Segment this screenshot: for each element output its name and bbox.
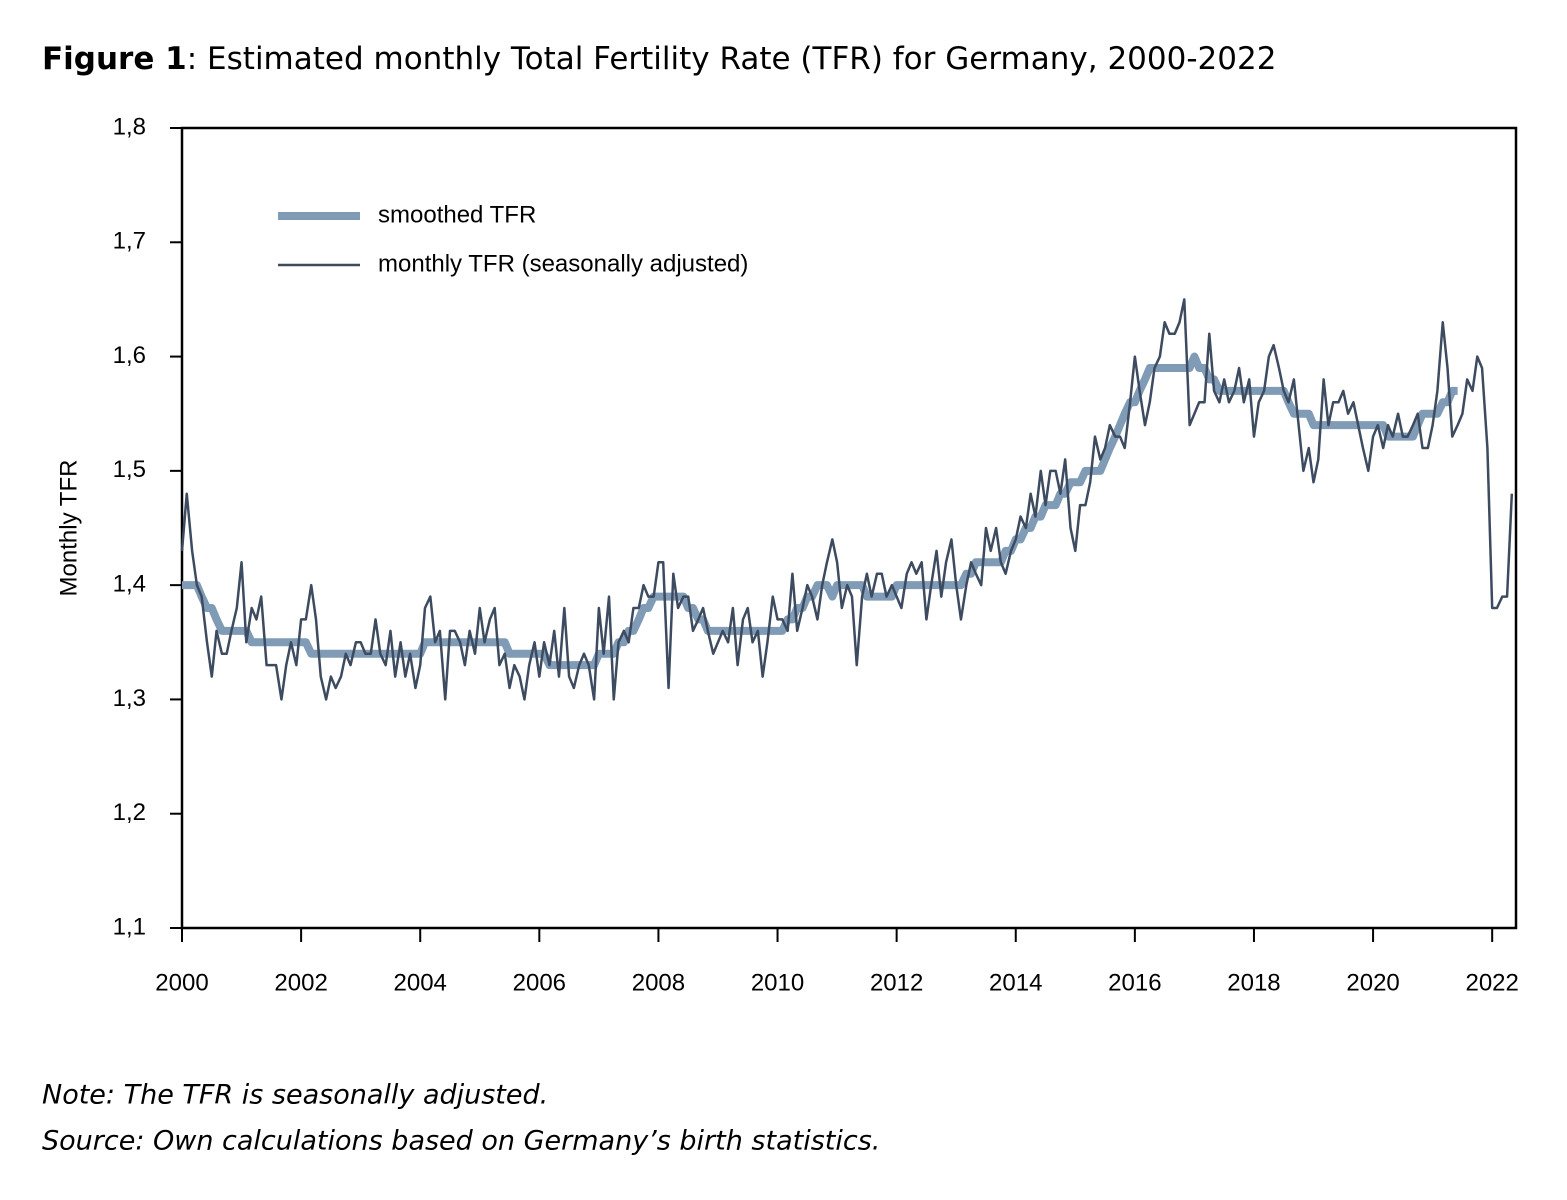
- legend-label: monthly TFR (seasonally adjusted): [378, 250, 748, 277]
- figure-label: Figure 1: [42, 41, 187, 77]
- x-tick-label: 2014: [989, 969, 1042, 996]
- y-tick-label: 1,4: [113, 570, 146, 597]
- series-line: [182, 352, 1458, 670]
- x-tick-label: 2016: [1108, 969, 1161, 996]
- x-tick-label: 2006: [513, 969, 566, 996]
- source: Source: Own calculations based on German…: [42, 1126, 880, 1157]
- y-tick-label: 1,7: [113, 228, 146, 255]
- x-tick-label: 2020: [1346, 969, 1399, 996]
- x-tick-label: 2000: [155, 969, 208, 996]
- plot-frame: [180, 126, 1518, 930]
- x-tick-label: 2022: [1465, 969, 1518, 996]
- chart-title: : Estimated monthly Total Fertility Rate…: [187, 41, 1277, 77]
- chart-title-line: Figure 1: Estimated monthly Total Fertil…: [42, 41, 1276, 77]
- note: Note: The TFR is seasonally adjusted.: [42, 1080, 548, 1111]
- y-tick-label: 1,6: [113, 342, 146, 369]
- x-tick-label: 2008: [632, 969, 685, 996]
- series-line: [180, 298, 1514, 701]
- x-tick-label: 2018: [1227, 969, 1280, 996]
- x-tick-label: 2012: [870, 969, 923, 996]
- x-tick-label: 2004: [394, 969, 447, 996]
- y-tick-label: 1,1: [113, 913, 146, 940]
- x-tick-label: 2002: [274, 969, 327, 996]
- y-tick-label: 1,3: [113, 685, 146, 712]
- y-axis-label: Monthly TFR: [55, 460, 82, 597]
- y-tick-label: 1,5: [113, 456, 146, 483]
- y-tick-label: 1,8: [113, 113, 146, 140]
- y-tick-label: 1,2: [113, 799, 146, 826]
- legend-label: smoothed TFR: [378, 201, 536, 228]
- x-tick-label: 2010: [751, 969, 804, 996]
